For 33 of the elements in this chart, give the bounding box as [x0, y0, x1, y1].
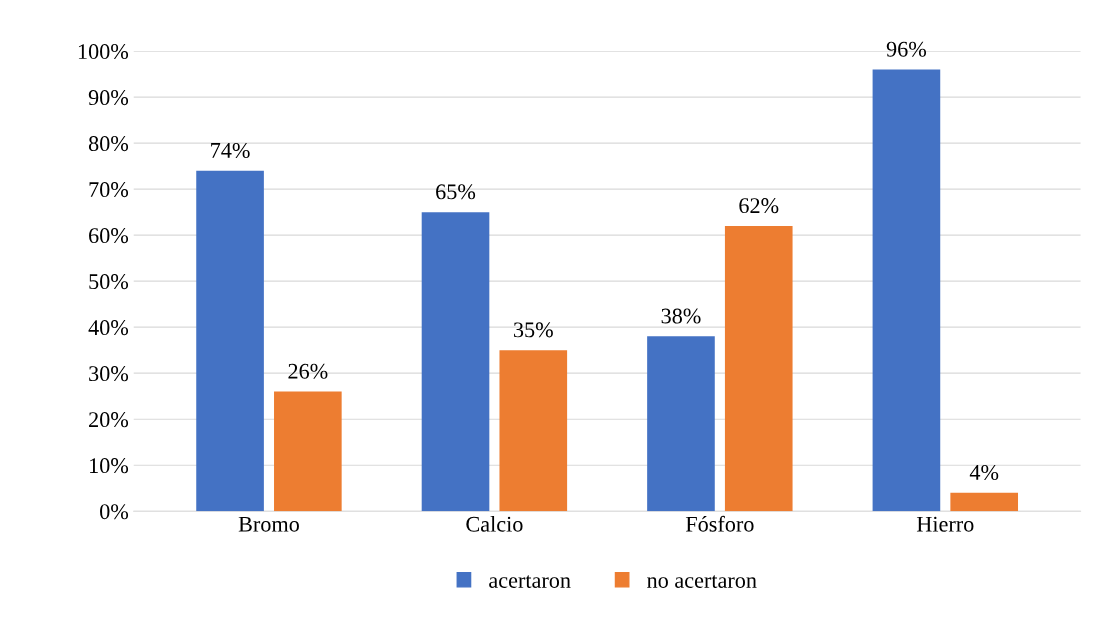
y-tick-label: 80% — [88, 136, 129, 152]
y-tick-label: 90% — [88, 90, 129, 106]
y-tick-label: 30% — [89, 366, 129, 382]
data-label: 26% — [288, 363, 328, 379]
data-label: 65% — [436, 184, 476, 200]
x-tick-label: Bromo — [238, 516, 299, 532]
data-label: 62% — [739, 198, 779, 214]
bar — [499, 350, 568, 512]
y-tick-label: 50% — [89, 274, 129, 290]
bar — [724, 225, 793, 512]
data-label: 74% — [211, 142, 250, 158]
y-tick-label: 100% — [78, 44, 129, 60]
data-label: 38% — [661, 308, 701, 324]
y-tick-label: 70% — [89, 182, 129, 198]
bar — [872, 69, 941, 512]
legend-label: no acertaron — [647, 575, 757, 588]
x-tick-label: Calcio — [466, 516, 523, 532]
y-tick-label: 0% — [100, 504, 129, 520]
bar — [421, 212, 490, 512]
bar — [950, 492, 1019, 512]
x-tick-label: Fósforo — [685, 515, 754, 532]
y-tick-label: 60% — [89, 228, 129, 244]
legend-label: acertaron — [489, 575, 571, 588]
y-tick-label: 40% — [88, 320, 129, 336]
data-label: 96% — [886, 41, 927, 57]
bar — [274, 391, 342, 512]
bar — [647, 336, 715, 512]
y-tick-label: 20% — [89, 412, 129, 428]
y-tick-label: 10% — [90, 458, 129, 474]
bar — [196, 170, 264, 512]
data-label: 35% — [513, 322, 553, 338]
data-label: 4% — [969, 464, 999, 481]
x-tick-label: Hierro — [916, 516, 974, 532]
